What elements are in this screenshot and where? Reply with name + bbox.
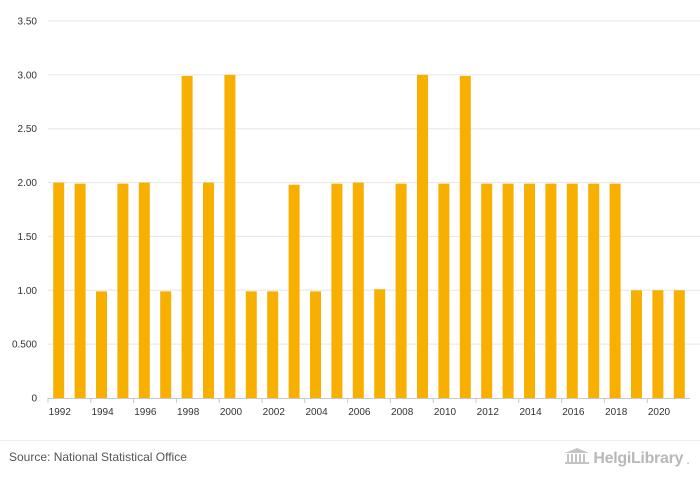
y-tick-label: 2.50 [18, 124, 38, 135]
bar-1992[interactable] [53, 182, 65, 398]
bar-2005[interactable] [331, 183, 343, 398]
y-tick-label: 1.00 [18, 286, 38, 297]
bar-2002[interactable] [267, 291, 279, 398]
library-building-icon [564, 447, 590, 470]
x-tick-label: 2000 [220, 407, 243, 418]
bar-2009[interactable] [417, 74, 428, 399]
bar-2013[interactable] [502, 183, 514, 398]
bar-1996[interactable] [138, 182, 150, 398]
grid-lines [48, 20, 700, 345]
bar-2015[interactable] [545, 183, 557, 398]
helgi-library-logo[interactable]: HelgiLibrary. [564, 447, 690, 470]
bar-1997[interactable] [160, 291, 172, 398]
bar-1999[interactable] [203, 182, 214, 398]
x-tick-label: 2018 [605, 407, 628, 418]
x-tick-label: 2006 [348, 407, 371, 418]
x-tick-label: 1994 [91, 407, 114, 418]
x-tick-label: 1992 [49, 407, 72, 418]
bar-1993[interactable] [74, 183, 86, 398]
bar-2008[interactable] [395, 183, 407, 398]
x-tick-label: 1996 [134, 407, 157, 418]
bar-2006[interactable] [352, 182, 364, 398]
bar-2003[interactable] [288, 184, 300, 398]
footer-divider [0, 440, 700, 441]
y-tick-label: 0 [31, 394, 37, 405]
x-tick-label: 2010 [434, 407, 457, 418]
bar-2016[interactable] [566, 183, 578, 398]
y-tick-label: 2.00 [18, 178, 38, 189]
bar-1995[interactable] [117, 183, 129, 398]
bar-2019[interactable] [631, 290, 642, 398]
bars [53, 74, 685, 399]
bar-1998[interactable] [181, 75, 193, 399]
axes [47, 398, 690, 403]
bar-2021[interactable] [673, 290, 685, 398]
y-tick-label: 0.500 [12, 340, 37, 351]
x-tick-label: 2014 [519, 407, 542, 418]
bar-2000[interactable] [224, 74, 236, 399]
brand-name: HelgiLibrary [593, 449, 684, 467]
bar-2014[interactable] [524, 183, 535, 398]
x-tick-label: 2004 [305, 407, 328, 418]
bar-2007[interactable] [374, 289, 386, 398]
x-tick-label: 2016 [562, 407, 585, 418]
x-tick-label: 2002 [263, 407, 286, 418]
x-tick-label: 2008 [391, 407, 414, 418]
bar-2012[interactable] [481, 183, 493, 398]
source-note: Source: National Statistical Office [9, 450, 187, 464]
x-tick-label: 1998 [177, 407, 200, 418]
bar-2018[interactable] [609, 183, 621, 398]
y-tick-label: 3.50 [18, 17, 38, 28]
bar-2010[interactable] [438, 183, 450, 398]
y-tick-label: 3.00 [18, 70, 38, 81]
brand-dot: . [686, 450, 690, 467]
bar-2001[interactable] [245, 291, 257, 398]
bar-2011[interactable] [459, 75, 471, 399]
y-tick-label: 1.50 [18, 232, 38, 243]
x-tick-label: 2012 [477, 407, 500, 418]
bar-1994[interactable] [96, 291, 107, 398]
y-tick-labels: 0 0.500 1.00 1.50 2.00 2.50 3.00 3.50 [12, 17, 37, 405]
bar-2020[interactable] [652, 290, 664, 398]
x-tick-labels: 1992 1994 1996 1998 2000 2002 2004 2006 2008 2010… [49, 407, 671, 418]
x-tick-label: 2020 [648, 407, 671, 418]
bar-2017[interactable] [588, 183, 600, 398]
bar-2004[interactable] [310, 291, 321, 398]
